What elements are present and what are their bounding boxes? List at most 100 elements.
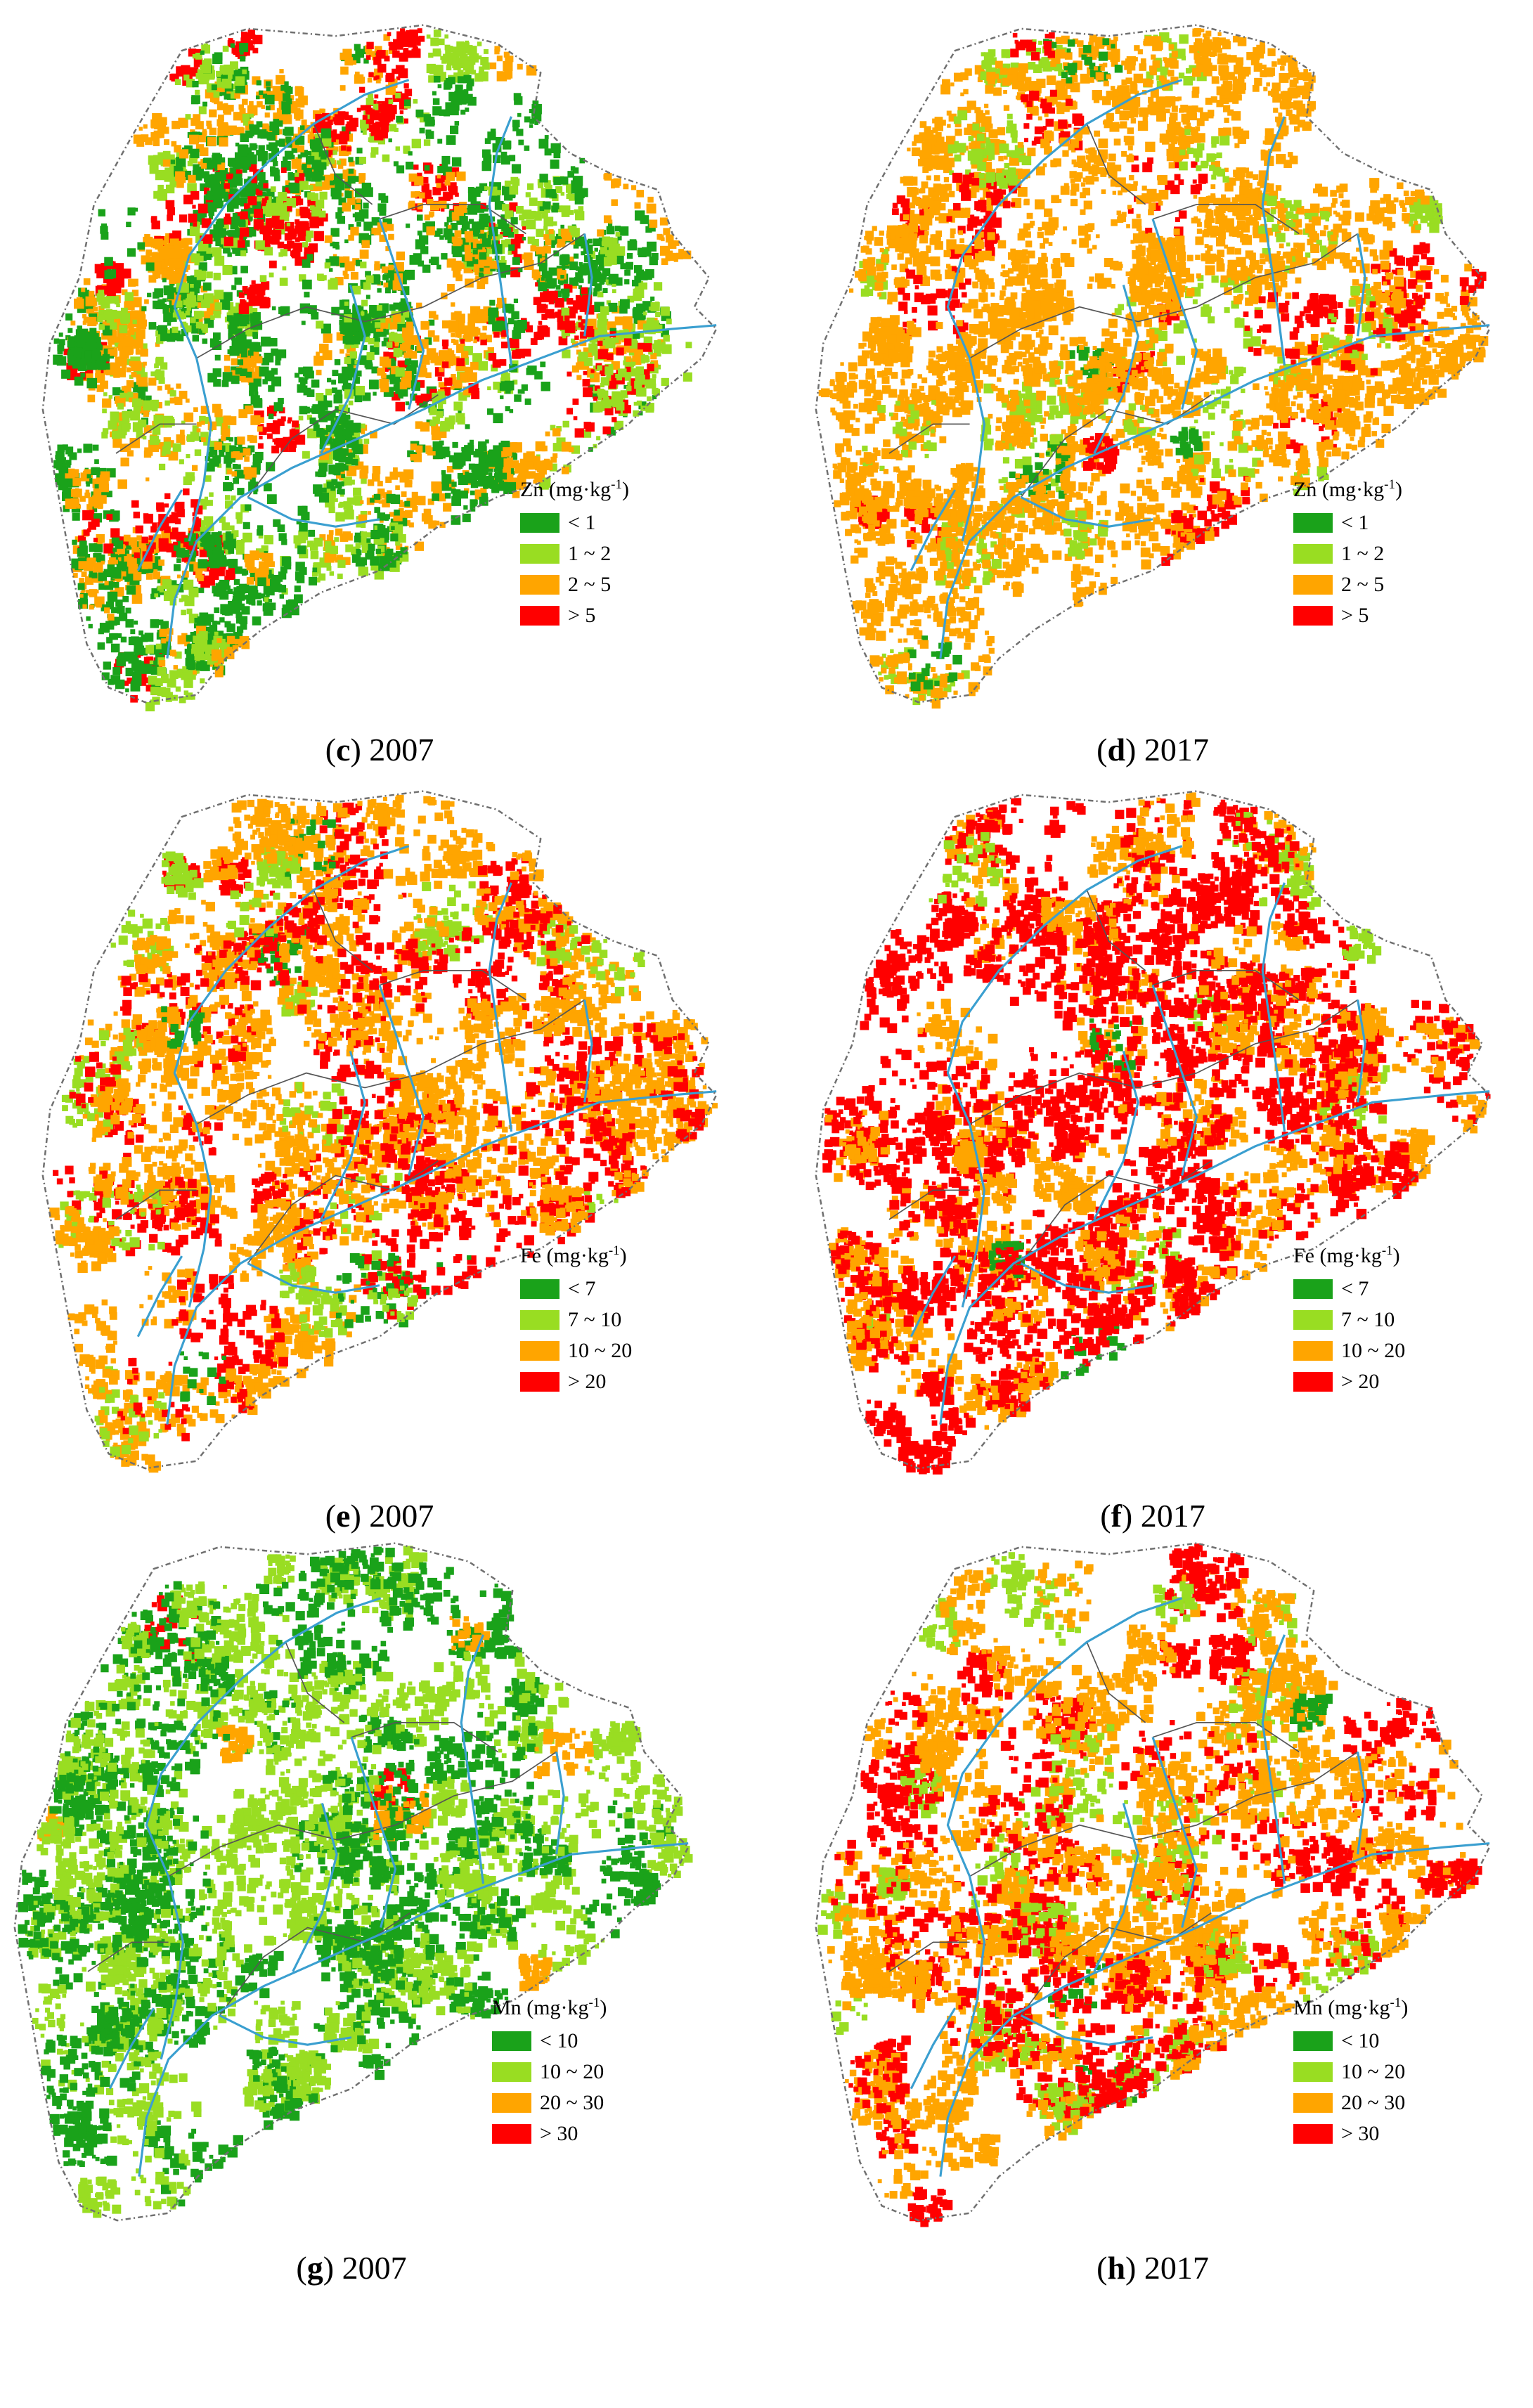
raster-cell (420, 246, 429, 254)
raster-cell (401, 510, 407, 517)
raster-cell (248, 120, 254, 127)
raster-cell (446, 465, 454, 473)
raster-cell (162, 579, 172, 589)
raster-cell (329, 548, 334, 553)
raster-cell (427, 498, 434, 505)
raster-cell (157, 442, 165, 450)
raster-cell (299, 274, 306, 282)
raster-cell (538, 282, 548, 292)
raster-cell (158, 377, 165, 384)
raster-cell (367, 550, 375, 558)
raster-cell (248, 292, 256, 299)
raster-cell (203, 438, 211, 446)
raster-cell (53, 460, 63, 469)
raster-cell (92, 444, 99, 451)
raster-cell (539, 325, 548, 333)
raster-cell (350, 226, 359, 236)
raster-cell (67, 356, 77, 366)
raster-cell (361, 429, 366, 434)
raster-cell (318, 458, 325, 466)
raster-cell (397, 534, 406, 543)
raster-cell (288, 95, 295, 101)
raster-cell (471, 70, 477, 75)
raster-cell (358, 173, 366, 181)
raster-cell (336, 555, 344, 562)
raster-cell (136, 378, 143, 385)
raster-cell (248, 208, 254, 214)
raster-cell (181, 420, 186, 425)
raster-cell (500, 395, 504, 399)
raster-cell (235, 546, 245, 555)
raster-cell (448, 487, 452, 491)
raster-cell (475, 275, 480, 280)
raster-cell (301, 119, 307, 126)
raster-cell (134, 552, 140, 559)
raster-cell (339, 53, 347, 60)
raster-cell (96, 602, 103, 608)
raster-cell (226, 623, 235, 633)
raster-cell (98, 572, 107, 581)
raster-cell (523, 349, 531, 357)
raster-cell (487, 234, 492, 239)
raster-cell (280, 205, 289, 214)
raster-cell (181, 595, 188, 602)
raster-cell (305, 236, 311, 242)
raster-cell (356, 148, 363, 154)
raster-cell (217, 463, 222, 468)
raster-cell (226, 538, 236, 549)
raster-cell (188, 174, 196, 183)
raster-cell (299, 406, 308, 415)
raster-cell (172, 527, 179, 534)
raster-cell (169, 649, 176, 656)
raster-cell (183, 261, 188, 267)
raster-cell (524, 398, 531, 405)
raster-cell (174, 651, 182, 659)
raster-cell (172, 443, 181, 452)
raster-cell (117, 479, 127, 489)
raster-cell (232, 464, 238, 470)
raster-cell (223, 107, 232, 115)
raster-cell (449, 362, 453, 366)
raster-cell (458, 239, 463, 245)
raster-cell (477, 478, 486, 487)
raster-cell (313, 356, 324, 366)
raster-cell (465, 471, 469, 476)
raster-cell (487, 386, 491, 391)
raster-cell (596, 436, 601, 441)
raster-cell (162, 278, 167, 283)
raster-cell (96, 534, 105, 543)
raster-cell (516, 129, 524, 136)
raster-cell (117, 605, 125, 614)
raster-cell (181, 554, 190, 562)
raster-cell (611, 361, 620, 370)
raster-cell (100, 471, 110, 481)
raster-cell (342, 382, 351, 391)
raster-cell (550, 425, 556, 431)
raster-cell (578, 206, 584, 212)
raster-cell (448, 415, 455, 422)
raster-cell (536, 474, 542, 481)
raster-cell (104, 296, 112, 304)
raster-cell (383, 115, 391, 123)
raster-cell (399, 514, 408, 522)
raster-cell (467, 96, 477, 106)
raster-cell (264, 247, 273, 256)
raster-cell (362, 130, 367, 135)
raster-cell (167, 167, 175, 175)
raster-cell (178, 509, 183, 514)
raster-cell (441, 174, 449, 183)
raster-cell (646, 317, 655, 326)
raster-cell (224, 216, 232, 225)
raster-cell (266, 578, 273, 587)
raster-cell (626, 356, 632, 363)
raster-cell (127, 678, 134, 684)
raster-cell (146, 656, 154, 664)
raster-cell (171, 512, 179, 519)
raster-cell (648, 349, 654, 355)
raster-cell (240, 351, 248, 358)
raster-cell (442, 191, 451, 200)
raster-cell (212, 162, 217, 169)
raster-cell (626, 252, 633, 259)
raster-cell (504, 210, 514, 219)
raster-cell (117, 337, 122, 342)
